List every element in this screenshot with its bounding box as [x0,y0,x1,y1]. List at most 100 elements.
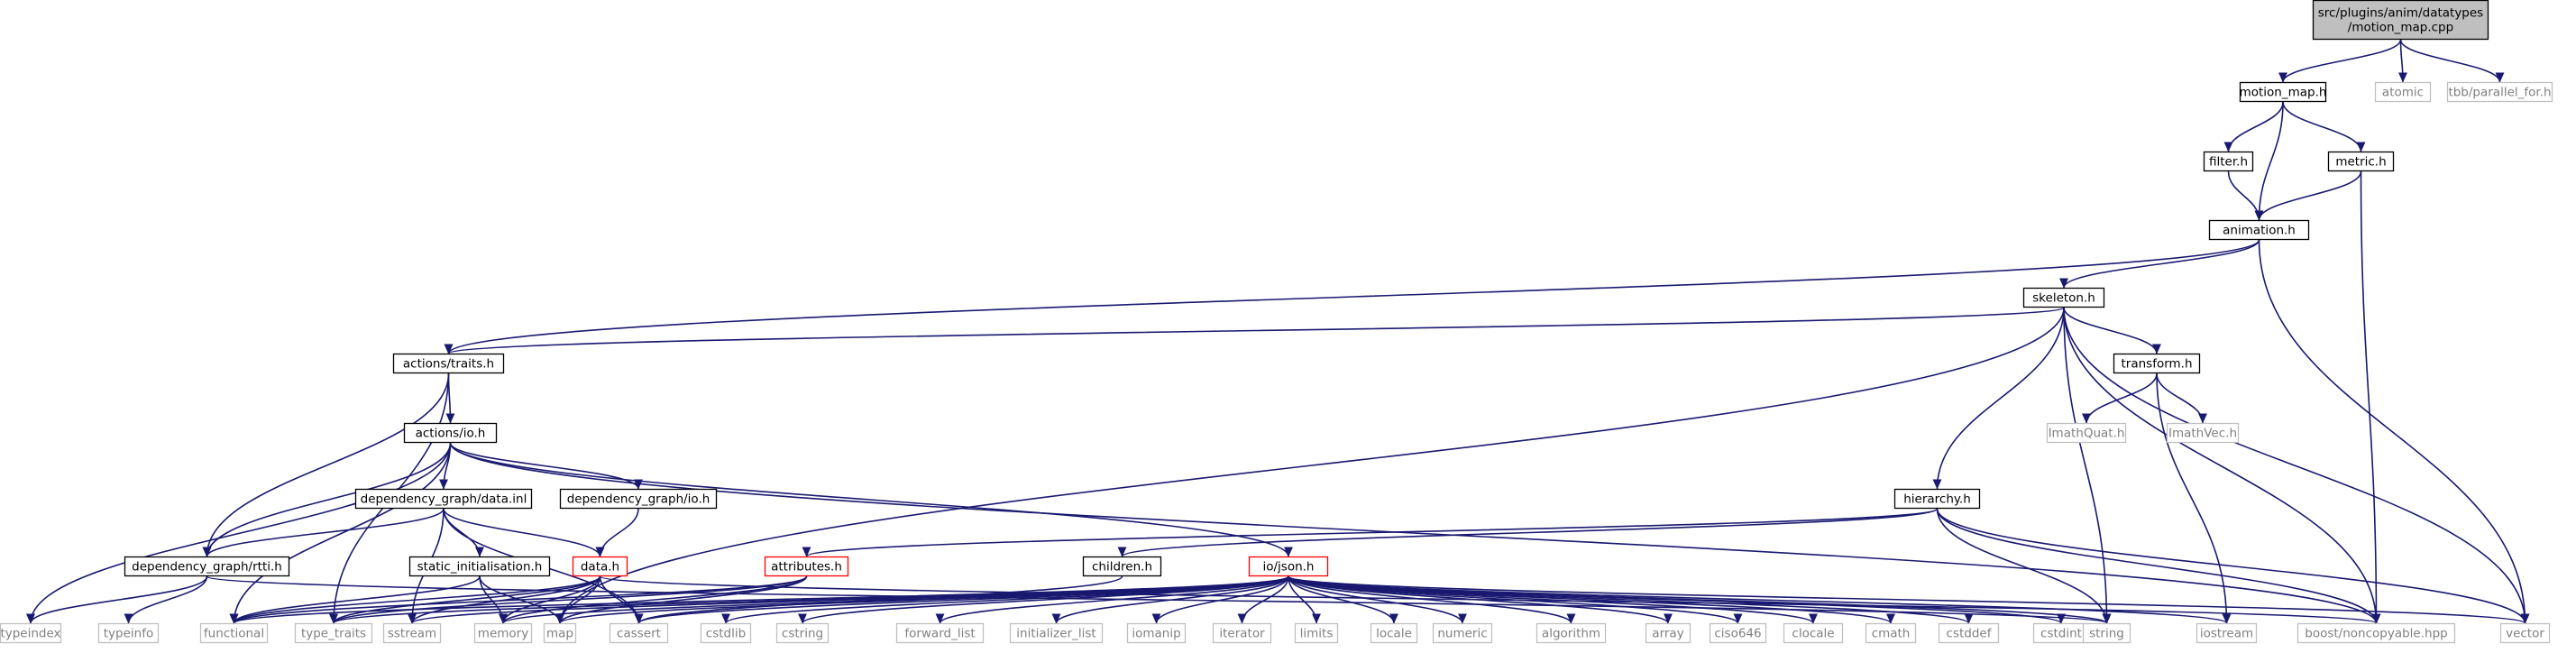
node-data_h[interactable]: data.h [572,556,628,577]
node-tbb_parallel_for[interactable]: tbb/parallel_for.h [2446,81,2553,103]
node-typeinfo[interactable]: typeinfo [97,622,160,644]
edge-animation_h-to-skeleton_h [2059,239,2260,289]
node-label: clocale [1792,627,1834,641]
node-label: transform.h [2121,357,2192,372]
edge-actions_io_h-to-dg_io_h [449,442,643,490]
node-label: iostream [2200,627,2253,641]
node-imathquat[interactable]: ImathQuat.h [2046,422,2127,444]
node-label: cstdint [2040,627,2082,641]
node-box [2296,622,2456,644]
node-box [2203,151,2254,172]
node-locale[interactable]: locale [1370,622,1418,644]
node-transform_h[interactable]: transform.h [2113,353,2201,374]
edge-io_json_h-to-limits [1288,575,1321,624]
node-box [2046,422,2127,444]
node-label: sstream [388,627,436,641]
node-attributes_h[interactable]: attributes.h [764,556,849,577]
node-box [775,622,830,644]
edge-actions_io_h-to-typeindex [26,442,452,624]
node-array[interactable]: array [1645,622,1691,644]
node-skeleton_h[interactable]: skeleton.h [2022,287,2105,308]
edge-attributes_h-to-memory [499,575,808,624]
node-box [0,622,62,644]
node-box [2196,622,2258,644]
edge-transform_h-to-imathvec [2156,372,2207,424]
edge-io_json_h-to-forward_list [935,575,1289,624]
edge-animation_h-to-actions_traits_h [444,239,2260,354]
node-metric_h[interactable]: metric.h [2327,151,2395,172]
edge-animation_h-to-vector [2258,239,2530,624]
node-dg_io_h[interactable]: dependency_graph/io.h [559,488,718,510]
node-iterator[interactable]: iterator [1212,622,1272,644]
node-label: motion_map.h [2240,86,2327,100]
node-forward_list[interactable]: forward_list [895,622,985,644]
node-label: cassert [617,627,661,641]
node-children_h[interactable]: children.h [1082,556,1162,577]
edge-motion_map_h-to-animation_h [2254,101,2284,221]
node-string[interactable]: string [2082,622,2131,644]
edge-root-to-atomic [2398,39,2407,83]
node-label: cmath [1872,627,1911,641]
node-cstdlib[interactable]: cstdlib [700,622,752,644]
node-map[interactable]: map [543,622,577,644]
edge-io_json_h-to-vector [1288,575,2529,624]
node-box [1082,556,1162,577]
node-iomanip[interactable]: iomanip [1126,622,1187,644]
node-box [2312,0,2489,41]
edge-root-to-tbb_parallel_for [2399,39,2505,83]
node-dg_rtti_h[interactable]: dependency_graph/rtti.h [124,556,290,577]
node-dg_data_inl[interactable]: dependency_graph/data.inl [354,488,533,510]
node-actions_traits_h[interactable]: actions/traits.h [392,353,505,374]
node-actions_io_h[interactable]: actions/io.h [403,422,498,444]
node-box [559,488,718,510]
nodes-layer: src/plugins/anim/datatypes/motion_map.cp… [0,0,2553,644]
node-label: array [1652,627,1683,641]
node-limits[interactable]: limits [1294,622,1339,644]
node-box [1432,622,1493,644]
node-numeric[interactable]: numeric [1432,622,1493,644]
edge-skeleton_h-to-transform_h [2063,307,2161,354]
node-cmath[interactable]: cmath [1865,622,1917,644]
node-box [2327,151,2395,172]
node-imathvec[interactable]: ImathVec.h [2166,422,2240,444]
node-box [1248,556,1329,577]
node-animation_h[interactable]: animation.h [2208,219,2310,241]
node-box [700,622,752,644]
node-motion_map_h[interactable]: motion_map.h [2240,81,2327,103]
node-cstddef[interactable]: cstddef [1938,622,2000,644]
edge-io_json_h-to-cstring [798,575,1289,624]
node-cassert[interactable]: cassert [609,622,669,644]
node-clocale[interactable]: clocale [1783,622,1844,644]
node-vector[interactable]: vector [2499,622,2551,644]
node-atomic[interactable]: atomic [2374,81,2432,103]
node-box [403,422,498,444]
node-initializer_list[interactable]: initializer_list [1009,622,1104,644]
node-algorithm[interactable]: algorithm [1536,622,1607,644]
edge-motion_map_h-to-filter_h [2223,101,2284,152]
node-io_json_h[interactable]: io/json.h [1248,556,1329,577]
node-functional[interactable]: functional [199,622,269,644]
node-static_init_h[interactable]: static_initialisation.h [408,556,551,577]
node-iostream[interactable]: iostream [2196,622,2258,644]
edge-filter_h-to-animation_h [2227,170,2264,221]
edge-dg_io_h-to-data_h [595,508,639,557]
node-label: boost/noncopyable.hpp [2305,627,2447,641]
node-box [2113,353,2201,374]
node-label: hierarchy.h [1903,492,1971,507]
edge-attributes_h-to-map [555,575,808,624]
node-filter_h[interactable]: filter.h [2203,151,2254,172]
node-cstring[interactable]: cstring [775,622,830,644]
node-typeindex[interactable]: typeindex [0,622,62,644]
node-sstream[interactable]: sstream [382,622,442,644]
node-box [1009,622,1104,644]
node-memory[interactable]: memory [473,622,533,644]
node-type_traits[interactable]: type_traits [294,622,373,644]
node-root[interactable]: src/plugins/anim/datatypes/motion_map.cp… [2312,0,2489,41]
node-ciso646[interactable]: ciso646 [1709,622,1767,644]
node-boost_noncopyable[interactable]: boost/noncopyable.hpp [2296,622,2456,644]
node-label: static_initialisation.h [417,560,543,575]
node-hierarchy_h[interactable]: hierarchy.h [1893,488,1981,510]
edge-skeleton_h-to-vector [2063,307,2530,624]
node-label: locale [1376,627,1412,641]
node-cstdint[interactable]: cstdint [2032,622,2090,644]
